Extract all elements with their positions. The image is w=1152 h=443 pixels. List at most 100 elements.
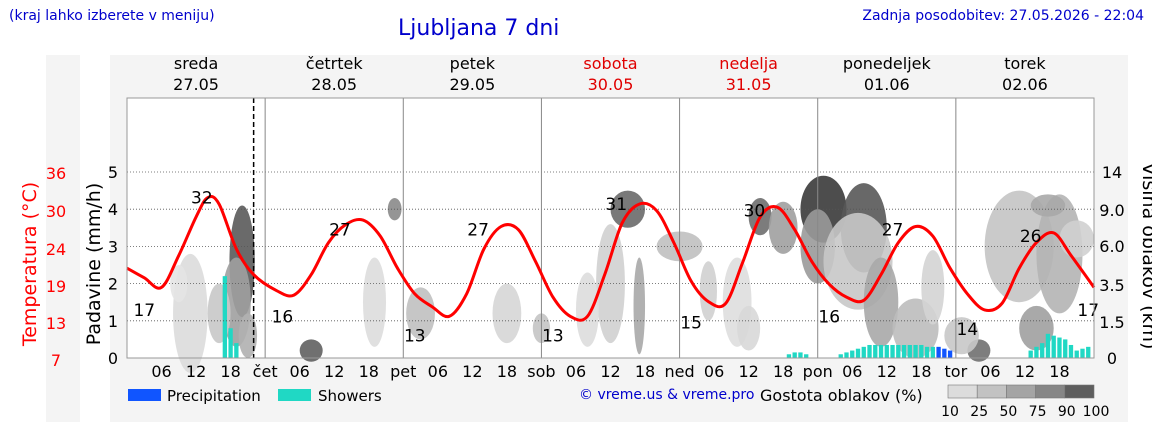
cloud-height-tick-label: 3.5 bbox=[1099, 276, 1124, 295]
cloud-area bbox=[1059, 220, 1095, 258]
temperature-value-label: 13 bbox=[542, 327, 564, 347]
day-abbr-label: ned bbox=[665, 362, 695, 381]
credit-text[interactable]: © vreme.us & vreme.pro bbox=[579, 387, 755, 403]
shower-bar bbox=[930, 346, 935, 358]
location-menu-hint: (kraj lahko izberete v meniju) bbox=[9, 8, 215, 24]
cloud-area bbox=[944, 317, 979, 355]
precipitation-legend-swatch bbox=[128, 389, 161, 401]
shower-bar bbox=[1051, 335, 1056, 358]
shower-bar bbox=[1068, 344, 1074, 358]
shower-bar bbox=[1074, 350, 1079, 358]
temperature-value-label: 17 bbox=[133, 301, 155, 321]
cloud-area bbox=[575, 272, 599, 347]
cloud-area bbox=[406, 287, 435, 340]
shower-bar bbox=[873, 344, 878, 358]
precip-tick-label: 4 bbox=[108, 200, 118, 219]
shower-bar bbox=[804, 354, 809, 358]
shower-bar bbox=[1080, 348, 1085, 358]
temperature-tick-label: 36 bbox=[46, 164, 66, 183]
precip-tick-label: 3 bbox=[108, 237, 118, 256]
hour-tick-label: 12 bbox=[462, 362, 482, 381]
hour-tick-label: 06 bbox=[428, 362, 448, 381]
cloud-height-tick-label: 9.0 bbox=[1099, 201, 1124, 220]
showers-legend-swatch bbox=[278, 389, 311, 401]
cloud-area bbox=[238, 313, 258, 358]
shower-bar bbox=[798, 352, 803, 358]
precip-tick-label: 1 bbox=[108, 312, 118, 331]
shower-bar bbox=[861, 346, 866, 358]
shower-bar bbox=[855, 348, 861, 358]
cloud-area bbox=[863, 257, 899, 347]
hour-tick-label: 06 bbox=[980, 362, 1000, 381]
shower-bar bbox=[1045, 333, 1051, 358]
day-abbr-label: sob bbox=[527, 362, 555, 381]
temperature-tick-label: 13 bbox=[46, 314, 66, 333]
shower-bar bbox=[901, 344, 907, 358]
temperature-value-label: 17 bbox=[1077, 301, 1099, 321]
temperature-tick-label: 24 bbox=[46, 240, 66, 259]
day-date: 29.05 bbox=[449, 75, 495, 94]
hour-tick-label: 12 bbox=[738, 362, 758, 381]
temperature-value-label: 26 bbox=[1020, 227, 1042, 247]
temperature-value-label: 15 bbox=[680, 314, 702, 334]
temperature-tick-label: 19 bbox=[46, 277, 66, 296]
shower-bar bbox=[838, 354, 843, 358]
hour-tick-label: 18 bbox=[220, 362, 240, 381]
hour-tick-label: 18 bbox=[773, 362, 793, 381]
temperature-value-label: 27 bbox=[467, 221, 489, 241]
cloud-area bbox=[299, 339, 323, 362]
hour-tick-label: 06 bbox=[566, 362, 586, 381]
hour-tick-label: 18 bbox=[635, 362, 655, 381]
day-name: torek bbox=[1004, 54, 1046, 73]
precip-tick-label: 0 bbox=[108, 349, 118, 368]
day-abbr-label: pon bbox=[803, 362, 833, 381]
cloud-height-tick-label: 1.5 bbox=[1099, 313, 1124, 332]
hour-tick-label: 06 bbox=[151, 362, 171, 381]
cloud-density-tick: 90 bbox=[1058, 404, 1076, 420]
cloud-area bbox=[699, 261, 717, 321]
temperature-line bbox=[126, 194, 1096, 322]
temperature-value-label: 13 bbox=[404, 327, 426, 347]
day-abbr-label: čet bbox=[253, 362, 278, 381]
day-date: 02.06 bbox=[1002, 75, 1048, 94]
hour-tick-label: 12 bbox=[877, 362, 897, 381]
temperature-value-label: 31 bbox=[605, 195, 627, 215]
precipitation-legend-label: Precipitation bbox=[167, 387, 261, 405]
cloud-area bbox=[768, 201, 798, 254]
shower-bar bbox=[1040, 343, 1045, 358]
temperature-value-label: 16 bbox=[818, 307, 840, 327]
cloud-density-swatch bbox=[947, 384, 978, 399]
cloud-density-swatch bbox=[976, 384, 1007, 399]
cloud-density-tick: 50 bbox=[999, 404, 1017, 420]
precip-tick-label: 2 bbox=[108, 275, 118, 294]
shower-bar bbox=[890, 344, 895, 358]
cloud-height-tick-label: 0 bbox=[1107, 349, 1117, 368]
precipitation-bar bbox=[947, 350, 953, 358]
cloud-area bbox=[362, 257, 387, 347]
cloud-density-tick: 10 bbox=[941, 404, 959, 420]
left-axis-panel bbox=[46, 55, 80, 422]
precipitation-bar bbox=[942, 348, 947, 358]
temperature-value-label: 32 bbox=[191, 189, 213, 209]
showers-legend-label: Showers bbox=[318, 387, 382, 405]
shower-bar bbox=[1034, 346, 1039, 358]
day-date: 27.05 bbox=[173, 75, 219, 94]
hour-tick-label: 12 bbox=[324, 362, 344, 381]
shower-bar bbox=[896, 344, 901, 358]
shower-bar bbox=[924, 346, 930, 358]
cloud-area bbox=[633, 257, 646, 355]
shower-bar bbox=[792, 352, 797, 358]
temperature-value-label: 27 bbox=[882, 221, 904, 241]
hour-tick-label: 18 bbox=[1049, 362, 1069, 381]
temperature-axis-title: Temperatura (°C) bbox=[19, 182, 41, 347]
day-date: 30.05 bbox=[588, 75, 634, 94]
day-name: nedelja bbox=[719, 54, 778, 73]
shower-bar bbox=[1057, 337, 1062, 358]
precip-axis-title: Padavine (mm/h) bbox=[83, 183, 105, 346]
cloud-density-swatch bbox=[1064, 384, 1095, 399]
cloud-area bbox=[1019, 305, 1054, 351]
day-name: sreda bbox=[174, 54, 218, 73]
shower-bar bbox=[850, 350, 855, 358]
temperature-value-label: 30 bbox=[744, 201, 766, 221]
hour-tick-label: 06 bbox=[289, 362, 309, 381]
